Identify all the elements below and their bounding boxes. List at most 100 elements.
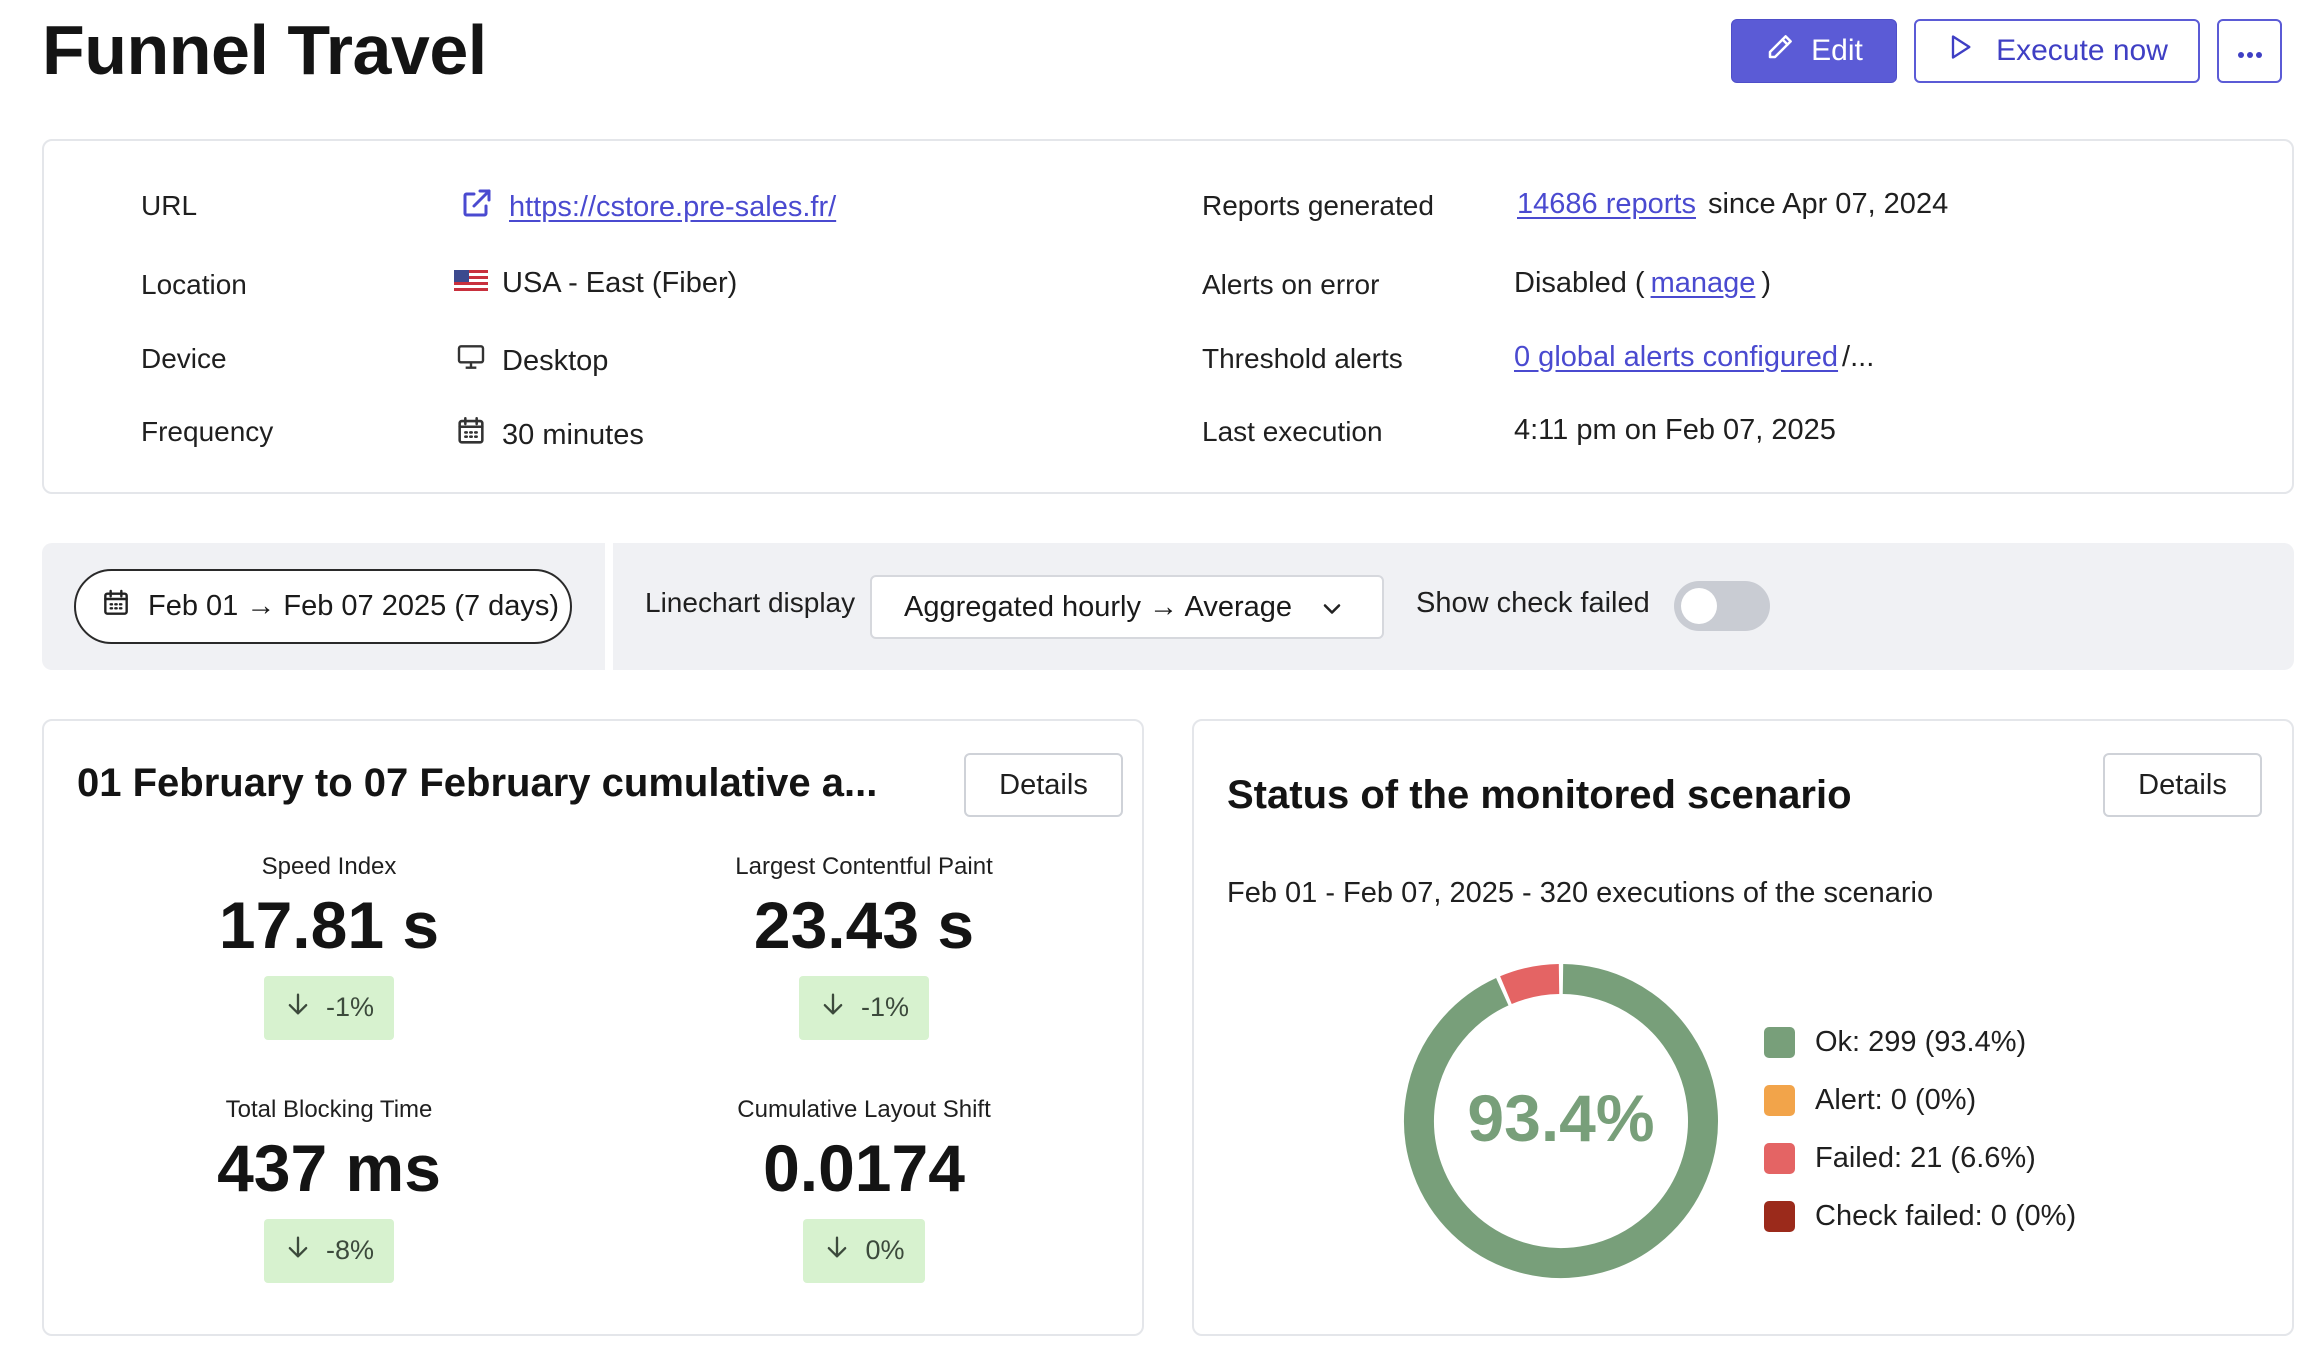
show-check-failed-toggle[interactable] bbox=[1674, 581, 1770, 631]
display-filter-panel: Linechart display Aggregated hourly → Av… bbox=[613, 543, 2294, 670]
legend-label: Ok: 299 (93.4%) bbox=[1815, 1025, 2027, 1058]
legend-swatch bbox=[1764, 1142, 1795, 1174]
status-title: Status of the monitored scenario bbox=[1227, 773, 1852, 817]
status-donut-chart: 93.4% bbox=[1404, 964, 1718, 1278]
info-card: URL https://cstore.pre-sales.fr/ Locatio… bbox=[42, 139, 2294, 494]
status-details-button[interactable]: Details bbox=[2103, 753, 2262, 817]
last-exec-label: Last execution bbox=[1202, 416, 1383, 447]
desktop-icon bbox=[454, 341, 488, 381]
frequency-label: Frequency bbox=[141, 416, 274, 447]
alerts-value: Disabled ( manage ) bbox=[1514, 267, 1771, 300]
metric-delta-badge: 0% bbox=[803, 1218, 925, 1283]
metric-delta-badge: -1% bbox=[798, 975, 929, 1040]
linechart-display-value: Aggregated hourly → Average bbox=[904, 590, 1293, 623]
metric-delta-badge: -1% bbox=[263, 975, 394, 1040]
metric-label: Total Blocking Time bbox=[225, 1096, 433, 1123]
metric-value: 437 ms bbox=[217, 1131, 441, 1205]
date-filter-panel: Feb 01 → Feb 07 2025 (7 days) bbox=[42, 543, 605, 670]
device-value: Desktop bbox=[454, 341, 608, 381]
legend-item-alert: Alert: 0 (0%) bbox=[1764, 1071, 2076, 1129]
legend-label: Check failed: 0 (0%) bbox=[1815, 1199, 2077, 1232]
legend-item-ok: Ok: 299 (93.4%) bbox=[1764, 1013, 2076, 1071]
execute-now-label: Execute now bbox=[1996, 34, 2168, 67]
donut-center-label: 93.4% bbox=[1467, 1081, 1654, 1155]
arrow-down-icon bbox=[819, 989, 847, 1026]
url-label: URL bbox=[141, 190, 198, 221]
status-legend: Ok: 299 (93.4%) Alert: 0 (0%) Failed: 21… bbox=[1764, 1013, 2076, 1245]
date-range-text: Feb 01 → Feb 07 2025 (7 days) bbox=[148, 590, 560, 622]
edit-label: Edit bbox=[1811, 34, 1863, 67]
metric-value: 17.81 s bbox=[218, 888, 440, 962]
toggle-knob bbox=[1681, 588, 1717, 624]
frequency-text: 30 minutes bbox=[502, 418, 644, 451]
manage-alerts-link[interactable]: manage bbox=[1650, 267, 1756, 299]
alerts-suffix: ) bbox=[1761, 267, 1772, 299]
alerts-label: Alerts on error bbox=[1202, 269, 1380, 300]
legend-label: Failed: 21 (6.6%) bbox=[1815, 1141, 2036, 1174]
external-link-icon bbox=[459, 185, 495, 229]
reports-link[interactable]: 14686 reports bbox=[1517, 188, 1696, 220]
arrow-down-icon bbox=[284, 989, 312, 1026]
metric-lcp: Largest Contentful Paint 23.43 s -1% bbox=[664, 853, 1064, 1040]
date-range-picker[interactable]: Feb 01 → Feb 07 2025 (7 days) bbox=[74, 569, 572, 644]
metrics-details-button[interactable]: Details bbox=[964, 753, 1123, 817]
legend-label: Alert: 0 (0%) bbox=[1815, 1083, 1977, 1116]
legend-swatch bbox=[1764, 1200, 1795, 1232]
show-check-failed-label: Show check failed bbox=[1416, 587, 1650, 619]
frequency-value: 30 minutes bbox=[454, 414, 644, 456]
linechart-display-label: Linechart display bbox=[645, 587, 856, 618]
more-options-button[interactable] bbox=[2217, 19, 2282, 83]
location-text: USA - East (Fiber) bbox=[502, 267, 738, 299]
arrow-down-icon bbox=[284, 1232, 312, 1269]
metric-tbt: Total Blocking Time 437 ms -8% bbox=[129, 1096, 529, 1283]
metric-speed-index: Speed Index 17.81 s -1% bbox=[129, 853, 529, 1040]
last-exec-value: 4:11 pm on Feb 07, 2025 bbox=[1514, 414, 1836, 446]
donut-slice-ok[interactable] bbox=[1404, 964, 1718, 1278]
reports-since: since Apr 07, 2024 bbox=[1707, 188, 1949, 220]
calendar-icon bbox=[454, 414, 488, 456]
chevron-down-icon bbox=[1318, 595, 1346, 631]
linechart-display-select[interactable]: Aggregated hourly → Average bbox=[870, 575, 1384, 639]
metric-value: 23.43 s bbox=[753, 888, 975, 962]
metric-delta: -1% bbox=[860, 992, 909, 1023]
metrics-card: 01 February to 07 February cumulative a.… bbox=[42, 719, 1144, 1336]
status-subtitle: Feb 01 - Feb 07, 2025 - 320 executions o… bbox=[1227, 877, 1934, 909]
legend-item-failed: Failed: 21 (6.6%) bbox=[1764, 1129, 2076, 1187]
device-text: Desktop bbox=[502, 344, 609, 377]
metric-delta: 0% bbox=[865, 1235, 905, 1266]
arrow-down-icon bbox=[823, 1232, 851, 1269]
threshold-label: Threshold alerts bbox=[1202, 343, 1403, 374]
metric-label: Largest Contentful Paint bbox=[735, 853, 993, 880]
calendar-icon bbox=[100, 587, 132, 627]
reports-label: Reports generated bbox=[1202, 190, 1434, 221]
metric-label: Speed Index bbox=[261, 853, 397, 880]
status-card: Status of the monitored scenario Details… bbox=[1192, 719, 2294, 1336]
url-value: https://cstore.pre-sales.fr/ bbox=[459, 185, 836, 229]
reports-value: 14686 reports since Apr 07, 2024 bbox=[1517, 188, 1948, 221]
metrics-title: 01 February to 07 February cumulative a.… bbox=[77, 761, 878, 805]
play-icon bbox=[1946, 33, 1974, 69]
execute-now-button[interactable]: Execute now bbox=[1914, 19, 2200, 83]
legend-item-check-failed: Check failed: 0 (0%) bbox=[1764, 1187, 2076, 1245]
location-value: USA - East (Fiber) bbox=[454, 267, 737, 300]
location-label: Location bbox=[141, 269, 247, 300]
legend-swatch bbox=[1764, 1084, 1795, 1116]
pencil-icon bbox=[1765, 32, 1795, 70]
usa-flag-icon bbox=[454, 267, 488, 300]
device-label: Device bbox=[141, 343, 227, 374]
metric-cls: Cumulative Layout Shift 0.0174 0% bbox=[664, 1096, 1064, 1283]
more-icon bbox=[2235, 34, 2265, 68]
metric-delta: -1% bbox=[325, 992, 374, 1023]
threshold-value: 0 global alerts configured /... bbox=[1514, 341, 1874, 374]
url-link[interactable]: https://cstore.pre-sales.fr/ bbox=[509, 190, 837, 223]
threshold-alerts-link[interactable]: 0 global alerts configured bbox=[1514, 341, 1839, 373]
metric-label: Cumulative Layout Shift bbox=[737, 1096, 991, 1123]
edit-button[interactable]: Edit bbox=[1731, 19, 1897, 83]
threshold-suffix: /... bbox=[1842, 341, 1875, 373]
page-title: Funnel Travel bbox=[42, 11, 487, 89]
metric-delta: -8% bbox=[325, 1235, 374, 1266]
legend-swatch bbox=[1764, 1026, 1795, 1058]
donut-slice-failed[interactable] bbox=[1500, 964, 1560, 1005]
alerts-status: Disabled ( bbox=[1514, 267, 1645, 299]
metric-value: 0.0174 bbox=[763, 1131, 965, 1205]
